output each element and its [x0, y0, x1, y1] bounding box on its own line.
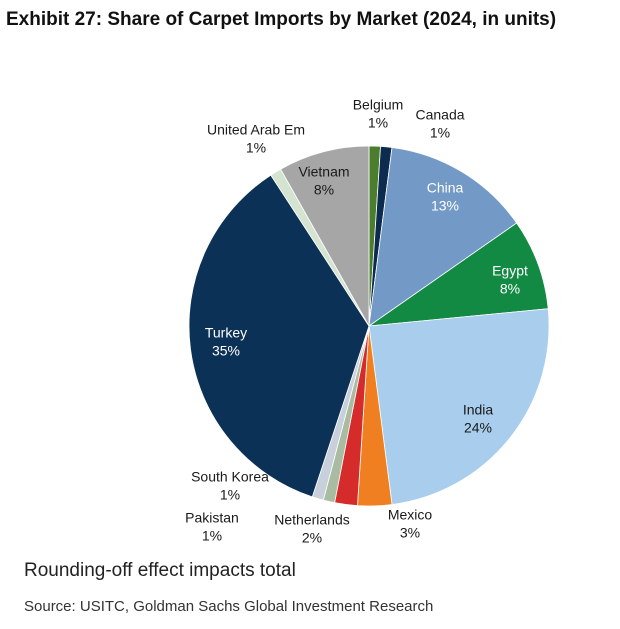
pie-slice [280, 145, 370, 328]
slice-label: Belgium [353, 97, 404, 113]
slice-value-label: 1% [368, 115, 388, 131]
slice-value-label: 13% [431, 198, 459, 214]
note: Rounding-off effect impacts total [24, 560, 296, 581]
slice-value-label: 1% [202, 528, 222, 544]
slice-label: South Korea [191, 469, 269, 485]
pie: Belgium 1% Canada 1% China 13% Egypt 8% India 24%… [185, 97, 550, 546]
slice-label: Mexico [388, 507, 433, 523]
slice-label: Vietnam [298, 164, 349, 180]
slice-label: Egypt [492, 263, 528, 279]
slice-label: United Arab Em [207, 122, 305, 138]
slice-label: Netherlands [274, 512, 350, 528]
slice-value-label: 35% [212, 343, 240, 359]
pie-slice [368, 308, 550, 505]
slice-value-label: 24% [464, 420, 492, 436]
chart-title: Exhibit 27: Share of Carpet Imports by M… [6, 9, 556, 30]
slice-label: Canada [415, 107, 464, 123]
slice-label: China [427, 180, 464, 196]
slice-value-label: 8% [500, 281, 520, 297]
slice-label: Pakistan [185, 510, 239, 526]
slice-value-label: 3% [400, 525, 420, 541]
slice-label: India [463, 402, 494, 418]
slice-value-label: 8% [314, 182, 334, 198]
slice-value-label: 2% [302, 530, 322, 546]
slice-value-label: 1% [430, 125, 450, 141]
pie-slice [367, 222, 549, 327]
pie-slice [368, 147, 518, 327]
slice-label: Turkey [205, 325, 247, 341]
slice-value-label: 1% [220, 487, 240, 503]
source: Source: USITC, Goldman Sachs Global Inve… [24, 598, 433, 615]
pie-slice [188, 174, 370, 498]
slice-value-label: 1% [246, 140, 266, 156]
